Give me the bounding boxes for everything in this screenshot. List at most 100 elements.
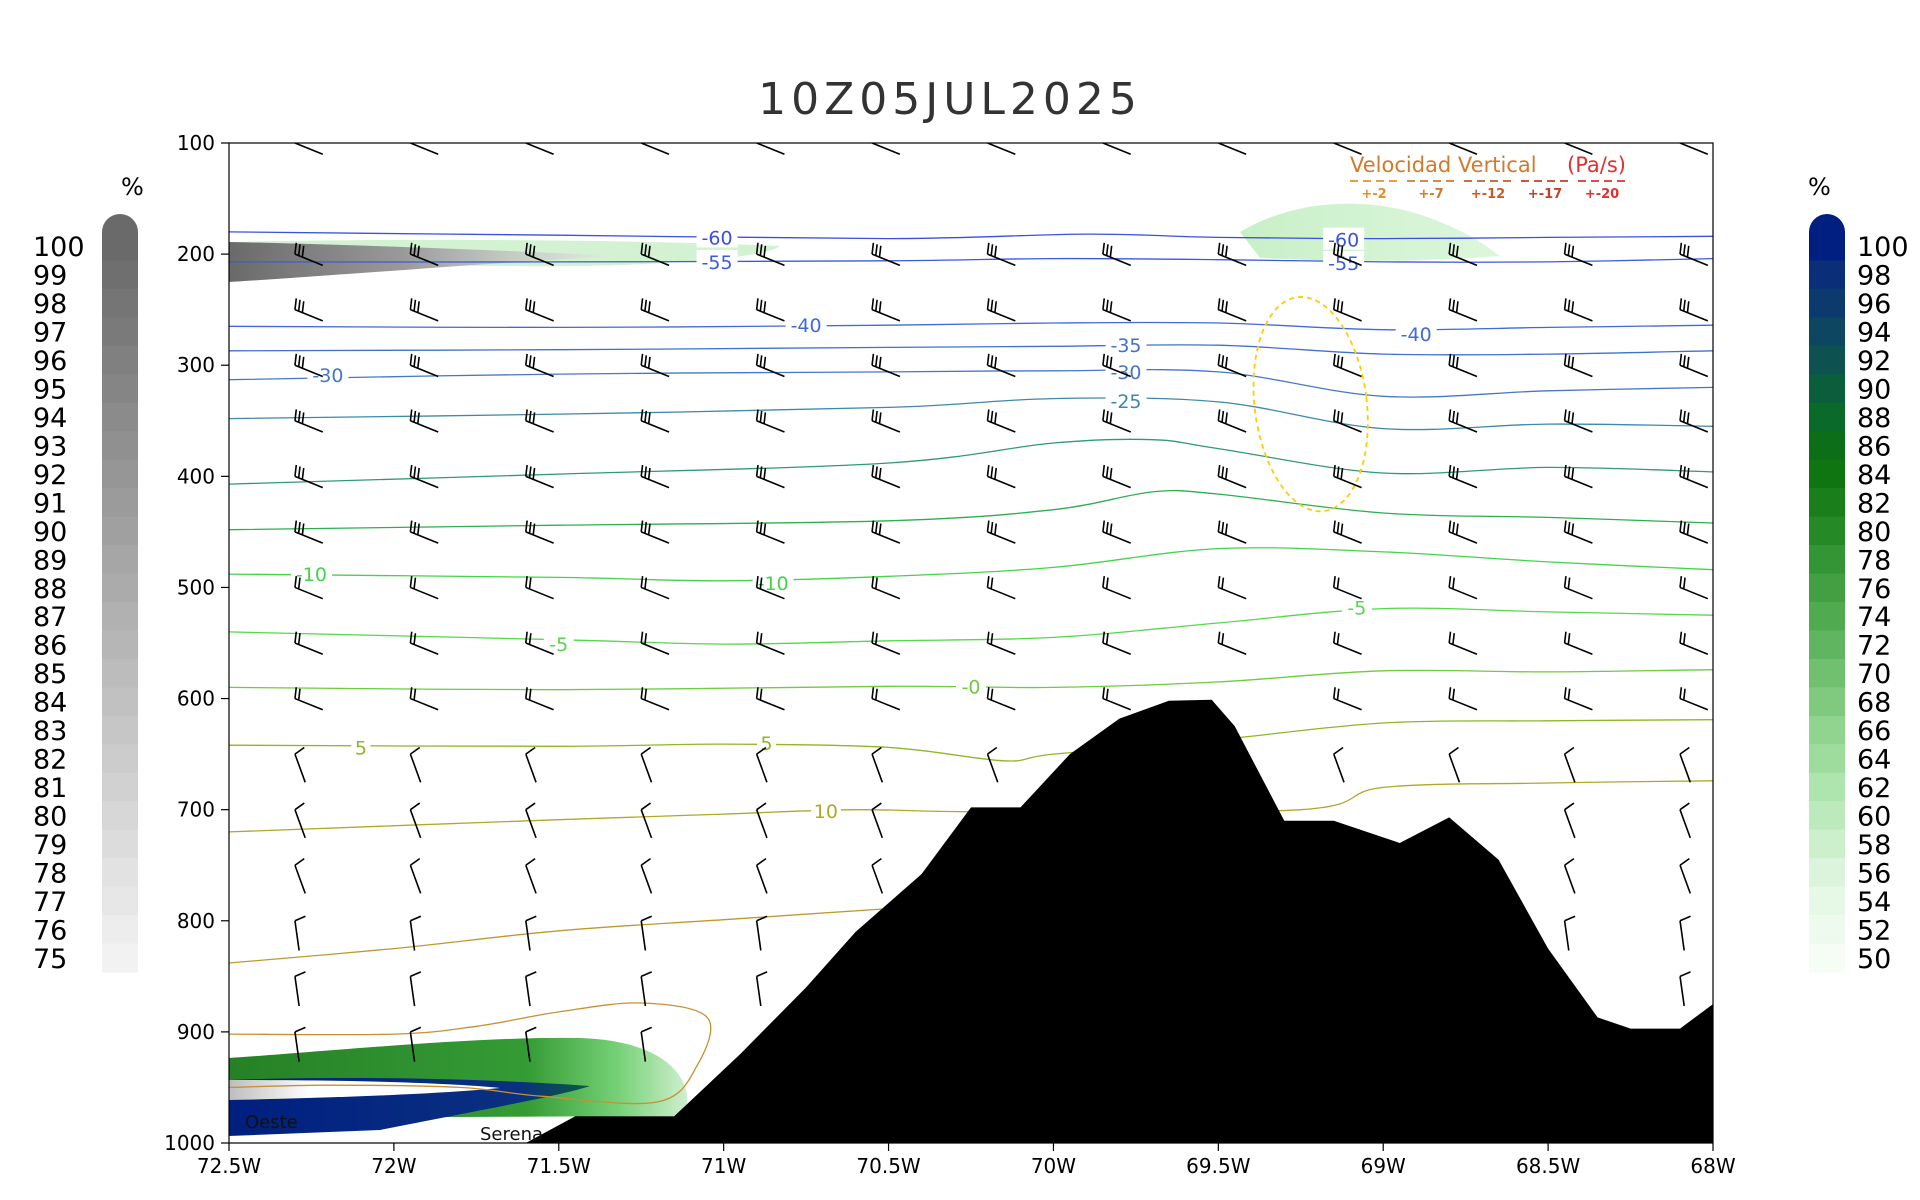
wind-barb <box>294 242 324 267</box>
colorbar-left-label: 97 <box>33 318 67 349</box>
wind-barb <box>525 971 537 1007</box>
wind-barb <box>1679 631 1709 655</box>
x-tick-label: 72W <box>371 1154 416 1178</box>
vertical-velocity-contour <box>1252 296 1369 513</box>
colorbar-left-label: 80 <box>33 801 67 832</box>
wind-barb <box>1332 464 1362 489</box>
temperature-contour <box>229 547 1713 582</box>
colorbar-left-segment <box>102 374 138 404</box>
colorbar-left-segment <box>102 744 138 774</box>
colorbar-right-label: 54 <box>1857 887 1891 918</box>
contour-label-bg <box>696 249 738 272</box>
wind-barb <box>640 687 670 711</box>
wind-barb <box>1563 631 1593 655</box>
wind-barb <box>409 746 422 783</box>
colorbar-left-segment <box>102 260 138 290</box>
wind-barb <box>294 464 324 489</box>
contour-label: -10 <box>758 573 789 595</box>
wind-barb <box>1563 242 1593 267</box>
x-tick-label: 71.5W <box>527 1154 592 1178</box>
colorbar-left-label: 87 <box>33 602 67 633</box>
contour-label: 10 <box>814 801 838 823</box>
wind-barb <box>409 520 439 544</box>
wind-barb <box>525 409 554 433</box>
colorbar-right-label: 56 <box>1857 858 1891 889</box>
temperature-contour <box>229 397 1713 431</box>
wind-barb <box>409 143 439 155</box>
temperature-contour <box>229 669 1713 691</box>
wind-barb <box>1102 464 1132 489</box>
wind-barb <box>525 1026 537 1062</box>
wind-barb <box>1333 746 1345 783</box>
contour-label-bg <box>956 674 986 697</box>
x-tick-label: 69.5W <box>1186 1154 1251 1178</box>
colorbar-right-segment <box>1809 232 1845 261</box>
x-tick-label: 71W <box>701 1154 746 1178</box>
wind-barb <box>640 409 670 433</box>
wind-barb <box>871 631 901 655</box>
y-tick-label: 700 <box>177 798 215 822</box>
colorbar-right-labels: 1009896949290888684828078767472706866646… <box>1857 232 1909 975</box>
wind-barb <box>1332 409 1362 433</box>
colorbar-left-cap <box>102 214 138 232</box>
wind-barb <box>871 143 901 155</box>
wind-barb <box>294 298 324 322</box>
colorbar-right-segment <box>1809 602 1845 631</box>
wind-barb <box>1102 298 1132 322</box>
legend-title-unit: (Pa/s) <box>1567 153 1626 177</box>
contour-label-bg <box>1105 333 1147 356</box>
colorbar-left-label: 78 <box>33 858 67 889</box>
colorbar-left-label: 90 <box>33 517 67 548</box>
colorbar-right-segment <box>1809 488 1845 518</box>
wind-barb <box>1563 520 1593 544</box>
wind-barb <box>755 802 768 839</box>
colorbar-right-segment <box>1809 431 1845 461</box>
colorbar-right-label: 82 <box>1857 488 1891 519</box>
legend-title-main: Velocidad Vertical <box>1350 153 1537 177</box>
wind-barb <box>1102 687 1132 711</box>
wind-barb <box>1217 520 1247 544</box>
colorbar-right-label: 98 <box>1857 261 1891 292</box>
x-tick-label: 68.5W <box>1516 1154 1581 1178</box>
wind-barb <box>640 576 670 600</box>
wind-barb <box>1679 143 1709 155</box>
wind-barb <box>294 409 324 433</box>
wind-barb <box>986 520 1016 544</box>
wind-barb <box>1448 687 1478 711</box>
wind-barb <box>1332 687 1362 711</box>
wind-barb <box>1448 409 1478 433</box>
wind-barb <box>640 242 670 267</box>
wind-barb <box>986 464 1016 489</box>
colorbar-left-segment <box>102 573 138 603</box>
colorbar-left-label: 84 <box>33 688 67 719</box>
colorbar-left-segment <box>102 915 138 945</box>
wind-barb <box>1217 464 1247 489</box>
contour-label-bg <box>1323 227 1365 250</box>
wind-barb <box>1217 298 1247 322</box>
contour-label: 5 <box>760 733 772 755</box>
colorbar-left-segment <box>102 516 138 546</box>
wind-barb <box>1448 631 1478 655</box>
colorbar-left-segment <box>102 232 138 261</box>
contour-label-bg <box>543 632 574 655</box>
colorbar-right-label: 92 <box>1857 346 1891 377</box>
wind-barb <box>1448 298 1478 322</box>
wind-barb <box>525 915 537 951</box>
wind-barb <box>755 242 785 267</box>
wind-barb <box>1448 143 1478 155</box>
wind-barb <box>525 687 554 711</box>
wind-barb <box>409 353 439 378</box>
wind-barb <box>409 802 422 839</box>
contour-label-bg <box>810 798 841 821</box>
colorbar-left-label: 91 <box>33 488 67 519</box>
wind-barb <box>755 631 785 655</box>
colorbar-left-segment <box>102 943 138 973</box>
colorbar-right-segment <box>1809 943 1845 973</box>
colorbar-right-segment <box>1809 772 1845 802</box>
wind-barb <box>640 1026 653 1062</box>
contour-label-bg <box>307 363 349 386</box>
wind-barb <box>871 857 884 894</box>
wind-barb <box>1679 857 1692 894</box>
temperature-contour <box>229 321 1713 331</box>
